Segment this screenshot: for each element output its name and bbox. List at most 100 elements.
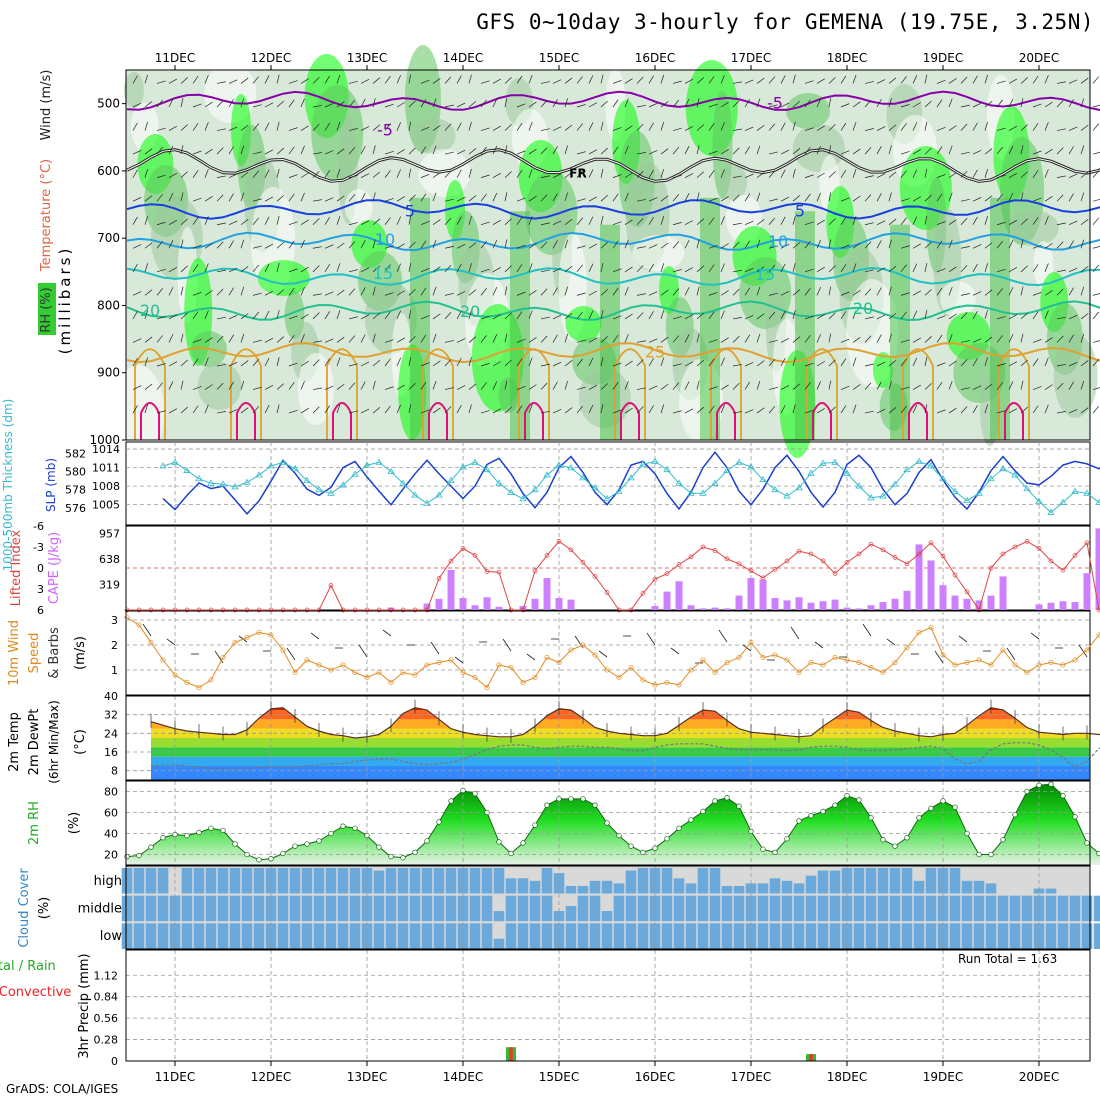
wind-speed-marker [868, 664, 874, 671]
cloud-bar [517, 923, 529, 949]
cape-bar [963, 598, 971, 610]
wind-barb [192, 339, 202, 343]
wind-barb [756, 360, 765, 367]
wind-barb [1068, 362, 1078, 367]
thickness-marker [1071, 487, 1079, 494]
cape-bar [867, 605, 875, 610]
thickness-marker [759, 475, 767, 483]
wind-barb [888, 171, 897, 178]
cloud-bar [193, 895, 205, 922]
wind-barb [900, 358, 907, 367]
lifted-index-marker [688, 554, 694, 560]
cloud-bar [373, 923, 385, 949]
isotherm-loop-25 [710, 348, 742, 440]
rh-marker [688, 817, 694, 823]
wind-barb [660, 310, 665, 320]
thickness-marker [555, 461, 563, 468]
wind-speed-marker [676, 682, 682, 688]
precip-tick-label: 1.12 [94, 969, 119, 982]
wind-barb [264, 122, 270, 131]
cape-bar [1035, 604, 1043, 610]
thickness-marker [1095, 498, 1100, 505]
cape-bar [435, 598, 443, 610]
wind-barb [156, 410, 166, 414]
rh-marker [736, 803, 742, 809]
wind-barb [1008, 125, 1018, 131]
wind-barb [624, 360, 633, 367]
wind-barb [864, 128, 874, 131]
wind-speed-marker [592, 652, 598, 658]
wind-barb [480, 221, 490, 226]
lifted-index-marker [676, 562, 682, 567]
thickness-tick-label: 578 [65, 484, 86, 497]
wind-barb [516, 103, 526, 108]
cloud-bar [925, 868, 937, 894]
wind-barb [288, 287, 295, 296]
wind-barb [396, 263, 401, 272]
wind-speed-marker [760, 654, 766, 661]
wind-barb [432, 286, 437, 296]
wind-barb [840, 291, 850, 296]
wind-barb [504, 312, 512, 320]
lifted-index-marker [496, 569, 502, 575]
wind-barb [540, 363, 550, 367]
thickness-marker [675, 479, 683, 486]
wind-barb [804, 80, 814, 84]
wind-barb [564, 192, 568, 202]
rh-marker [604, 820, 610, 826]
wind-barb [324, 197, 334, 202]
lifted-index-tick-label: 0 [37, 562, 44, 575]
wind-barb [718, 629, 728, 643]
lifted-index-marker [700, 544, 706, 550]
wind-speed-marker [544, 654, 550, 661]
cloud-bar [889, 895, 901, 922]
wind-barb [900, 151, 910, 155]
rh-marker [664, 836, 670, 842]
wind-barb [732, 335, 740, 343]
cloud-bar [793, 923, 805, 949]
cloud-bar [961, 923, 973, 949]
wind-barb [612, 240, 619, 249]
wind-barb [480, 363, 490, 367]
wind-barb [1030, 632, 1040, 640]
wind-barb [972, 102, 982, 108]
wind-barb [876, 314, 886, 320]
wind-barb [480, 193, 487, 202]
wind-barb [768, 170, 776, 178]
cloud-bar [193, 923, 205, 949]
thickness-marker [243, 478, 251, 485]
wind-barb [360, 145, 366, 155]
lifted-index-marker [184, 607, 190, 613]
wind-barb [636, 312, 644, 320]
cloud-bar [769, 923, 781, 949]
isotherm-label: 10 [375, 230, 395, 249]
wind-barb [972, 338, 982, 343]
wind-speed-marker [328, 667, 334, 673]
wind-barb [132, 291, 142, 296]
lifted-index-marker [316, 607, 322, 613]
wind-barb [228, 362, 238, 367]
cloud-bar [601, 923, 613, 949]
wind-barb [936, 268, 946, 273]
cloud-bar [985, 895, 997, 922]
wind-barb [768, 76, 776, 84]
wind-barb [180, 333, 184, 343]
rh-shading-cell [112, 365, 165, 461]
wind-speed-marker [604, 667, 610, 673]
cloud-bar [301, 923, 313, 949]
cloud-bar [277, 868, 289, 894]
wind-speed-marker [280, 647, 286, 653]
lifted-index-marker [796, 548, 802, 554]
wind-barb [840, 244, 850, 249]
cloud-bar [385, 868, 397, 894]
wind-barb [156, 288, 163, 296]
wind-barb [1020, 333, 1024, 343]
wind-barb [684, 193, 690, 202]
cloud-bar [889, 868, 901, 894]
wind-barb [276, 168, 280, 178]
wind-barb [888, 312, 897, 320]
wind-barb [936, 174, 946, 178]
wind-barb [468, 74, 472, 84]
wind-barb [444, 406, 452, 414]
wind-barb [780, 122, 786, 131]
